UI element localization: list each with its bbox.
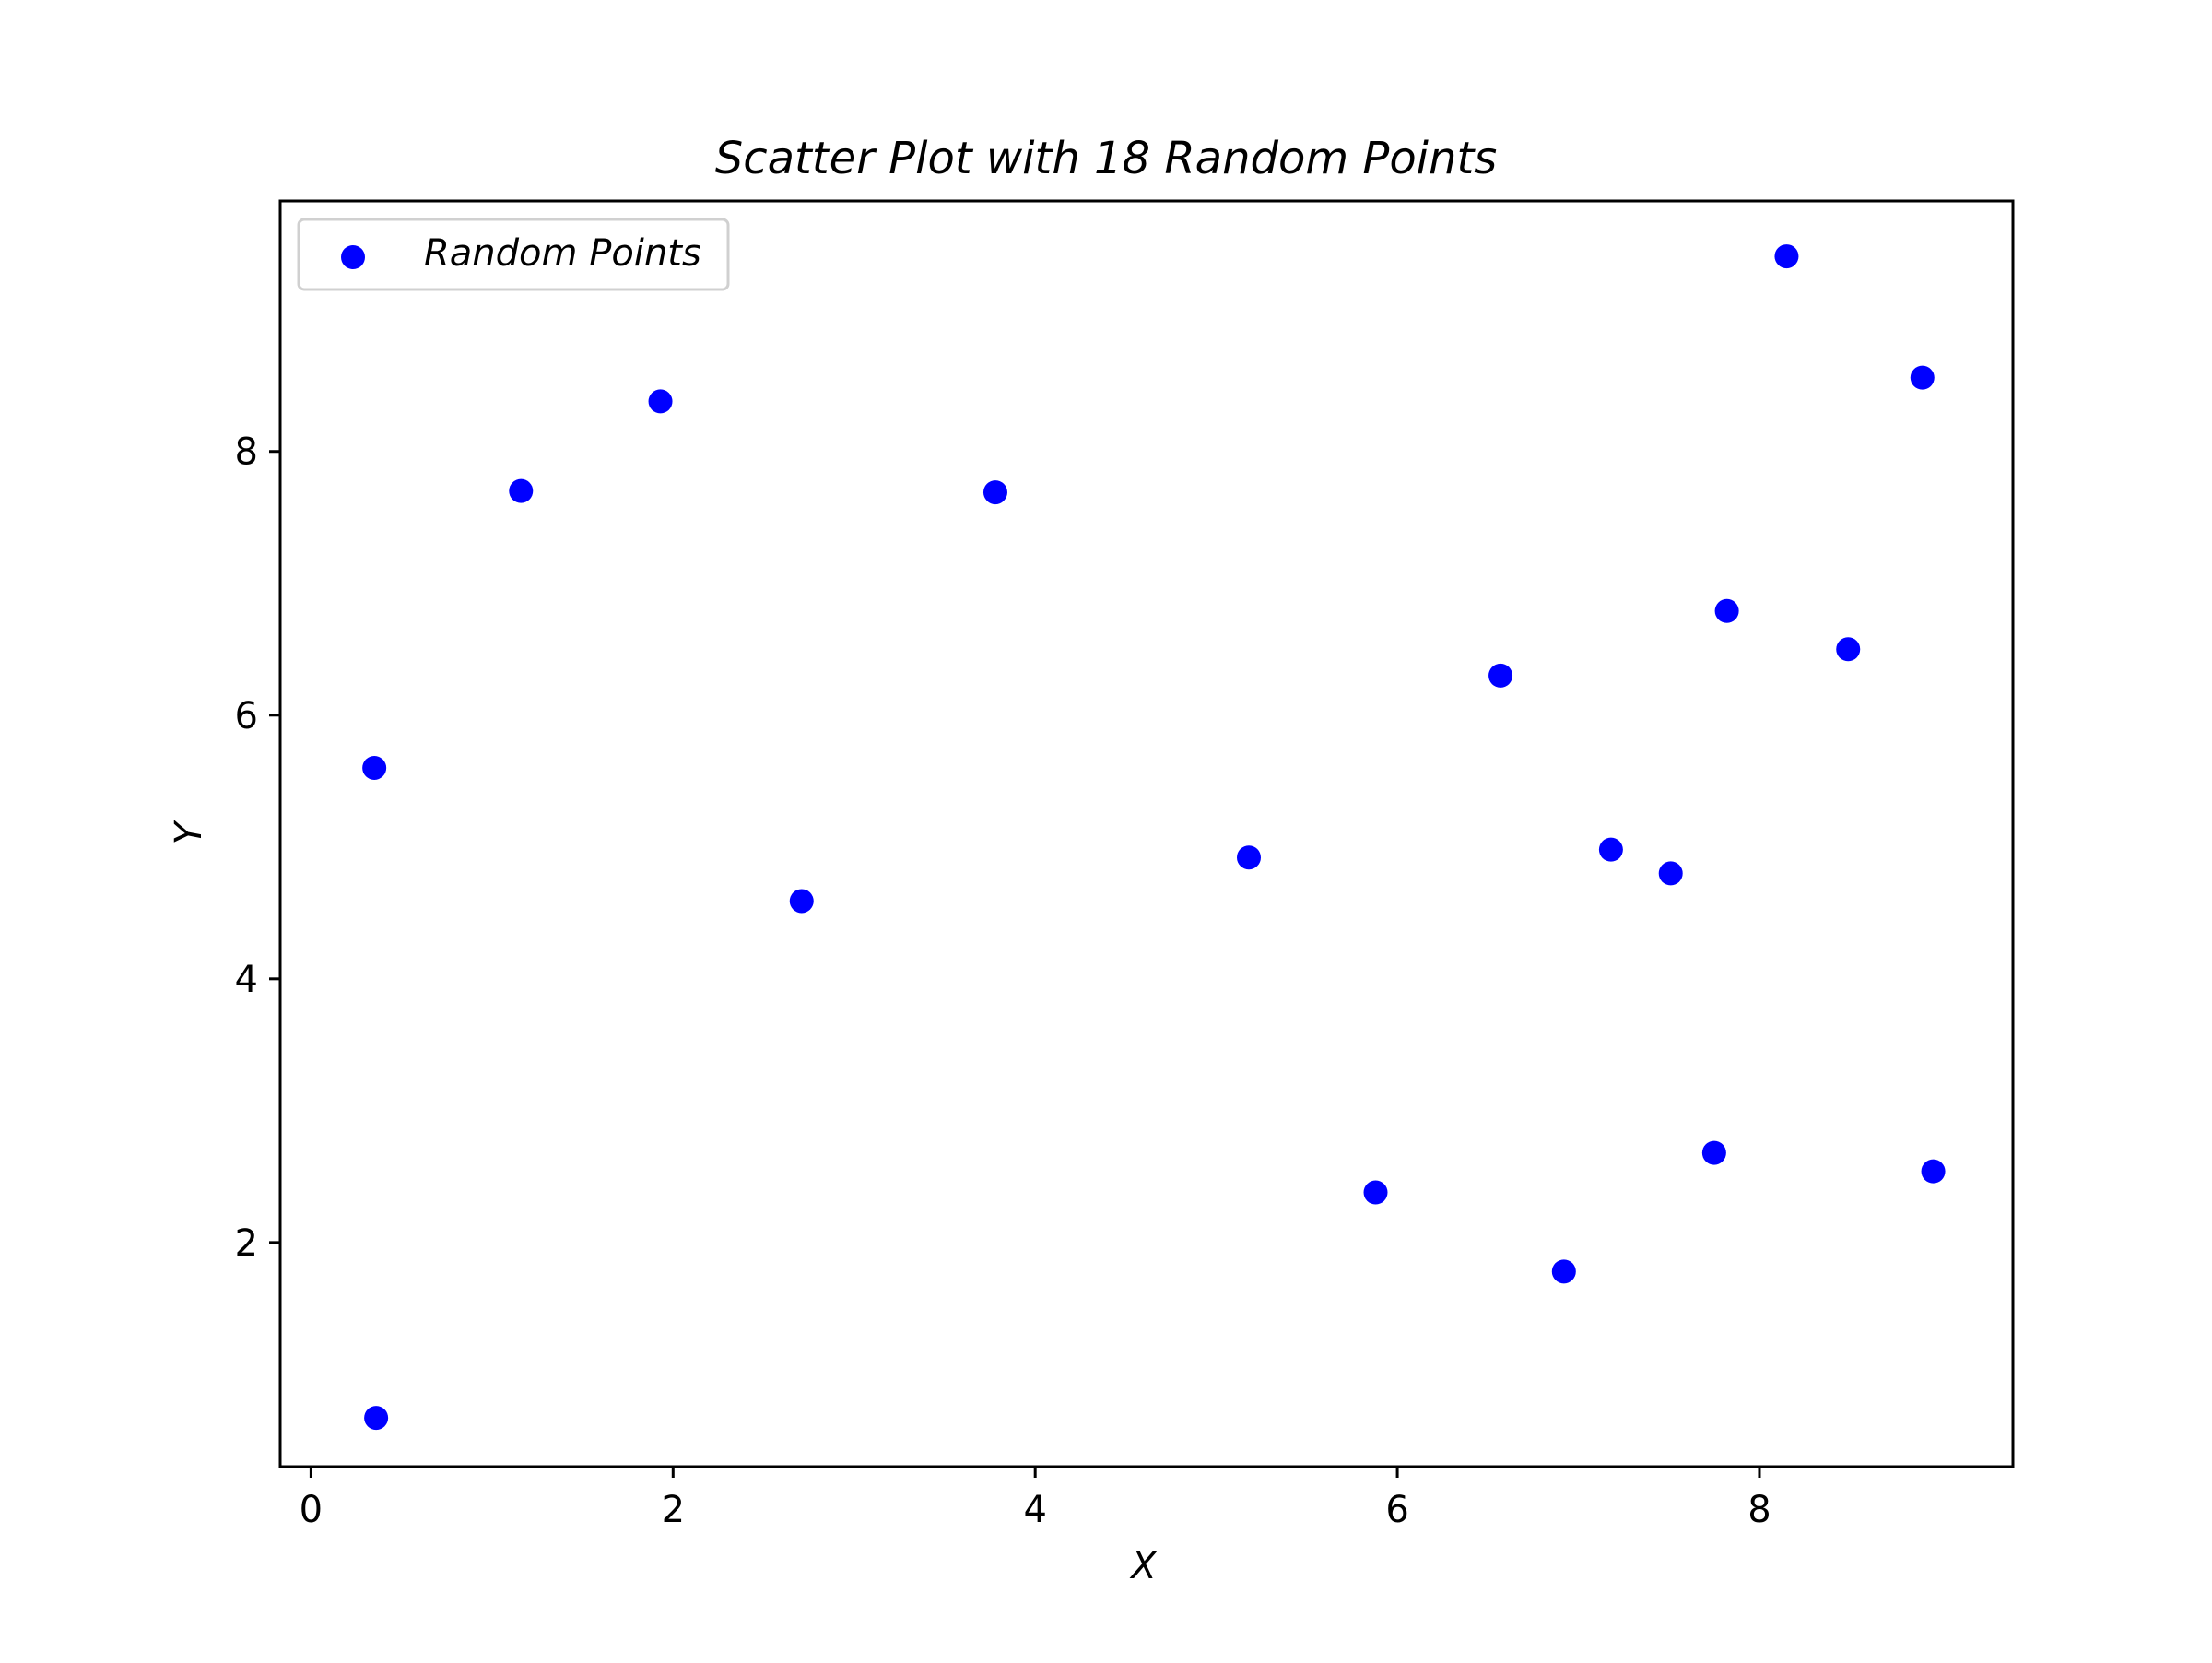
scatter-point <box>1598 837 1623 862</box>
scatter-point <box>509 478 534 503</box>
scatter-points <box>362 244 1946 1431</box>
scatter-point <box>364 1406 389 1431</box>
legend: Random Points <box>297 218 730 291</box>
scatter-point <box>1836 637 1861 662</box>
legend-label: Random Points <box>424 232 701 275</box>
y-tick-label: 6 <box>235 695 258 737</box>
y-tick-label: 8 <box>235 431 258 474</box>
scatter-point <box>1774 244 1799 269</box>
scatter-point <box>1701 1140 1726 1165</box>
x-tick-label: 2 <box>662 1489 685 1531</box>
x-tick-label: 0 <box>300 1489 323 1531</box>
scatter-point <box>1910 365 1935 390</box>
chart-title: Scatter Plot with 18 Random Points <box>715 133 1498 184</box>
scatter-point <box>982 480 1007 505</box>
x-tick-label: 6 <box>1385 1489 1408 1531</box>
scatter-point <box>1363 1180 1388 1205</box>
x-axis-label: X <box>1129 1545 1158 1587</box>
y-axis-label: Y <box>168 819 210 844</box>
plot-area <box>278 199 2015 1468</box>
x-axis-ticks: 0 2 4 6 8 <box>300 1467 1771 1531</box>
y-axis-ticks: 2 4 6 8 <box>235 431 280 1265</box>
legend-box <box>297 218 730 291</box>
legend-marker <box>341 245 365 269</box>
y-tick-label: 2 <box>235 1222 258 1265</box>
scatter-point <box>1921 1159 1946 1184</box>
scatter-point <box>789 889 814 914</box>
x-tick-label: 8 <box>1747 1489 1771 1531</box>
scatter-point <box>1714 598 1739 623</box>
scatter-point <box>1488 663 1513 688</box>
y-tick-label: 4 <box>235 959 258 1001</box>
scatter-point <box>1236 845 1261 870</box>
scatter-point <box>648 389 673 414</box>
scatter-point <box>1551 1259 1576 1284</box>
scatter-point <box>362 755 387 780</box>
scatter-point <box>1658 861 1683 886</box>
x-tick-label: 4 <box>1023 1489 1046 1531</box>
